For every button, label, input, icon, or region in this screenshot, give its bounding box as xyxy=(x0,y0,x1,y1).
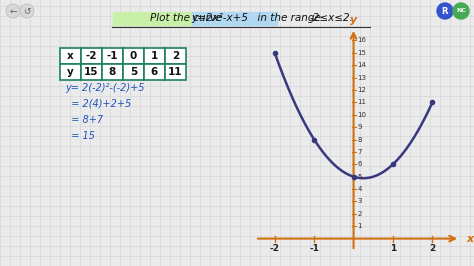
Circle shape xyxy=(437,3,453,19)
Text: in the range: in the range xyxy=(251,13,328,23)
Text: 11: 11 xyxy=(357,99,366,105)
Text: 0: 0 xyxy=(130,51,137,61)
Bar xyxy=(144,48,165,64)
Text: 6: 6 xyxy=(357,161,362,167)
Text: 9: 9 xyxy=(357,124,362,130)
Text: 13: 13 xyxy=(357,74,366,81)
Text: 5: 5 xyxy=(130,67,137,77)
Text: -2≤x≤2.: -2≤x≤2. xyxy=(310,13,354,23)
Text: -2: -2 xyxy=(86,51,97,61)
Text: 8: 8 xyxy=(109,67,116,77)
Bar xyxy=(144,64,165,80)
Bar xyxy=(60,64,81,80)
Text: y: y xyxy=(67,67,74,77)
Bar xyxy=(102,64,123,80)
Text: -2: -2 xyxy=(270,244,280,253)
Text: 2: 2 xyxy=(429,244,436,253)
Text: 11: 11 xyxy=(168,67,183,77)
Bar xyxy=(102,48,123,64)
Text: y=2x²-x+5: y=2x²-x+5 xyxy=(191,13,248,23)
Text: ↺: ↺ xyxy=(23,6,31,15)
Text: -1: -1 xyxy=(309,244,319,253)
Text: = 2(4)+2+5: = 2(4)+2+5 xyxy=(65,99,131,109)
Text: 5: 5 xyxy=(357,174,362,180)
Text: 1: 1 xyxy=(357,223,362,229)
Text: 15: 15 xyxy=(357,50,366,56)
Text: y: y xyxy=(350,15,357,25)
Text: 6: 6 xyxy=(151,67,158,77)
Text: 2: 2 xyxy=(357,211,362,217)
Text: ←: ← xyxy=(9,6,17,15)
Text: 2: 2 xyxy=(172,51,179,61)
Text: NC: NC xyxy=(456,9,466,14)
Bar xyxy=(81,64,102,80)
Text: 1: 1 xyxy=(390,244,396,253)
Text: = 15: = 15 xyxy=(65,131,95,141)
Circle shape xyxy=(453,3,469,19)
Bar xyxy=(192,12,277,25)
Text: 14: 14 xyxy=(357,62,366,68)
Text: 10: 10 xyxy=(357,112,366,118)
Text: 3: 3 xyxy=(357,198,362,205)
Text: 12: 12 xyxy=(357,87,366,93)
Text: R: R xyxy=(442,6,448,15)
Text: 1: 1 xyxy=(151,51,158,61)
Bar xyxy=(123,64,144,80)
Bar xyxy=(81,48,102,64)
Circle shape xyxy=(20,4,34,18)
Text: x: x xyxy=(466,234,473,244)
Bar xyxy=(60,48,81,64)
Text: 8: 8 xyxy=(357,136,362,143)
Text: = 8+7: = 8+7 xyxy=(65,115,103,125)
Bar xyxy=(165,48,186,64)
Text: 16: 16 xyxy=(357,38,366,43)
Text: Plot the curve: Plot the curve xyxy=(150,13,229,23)
Text: x: x xyxy=(67,51,74,61)
Bar xyxy=(165,64,186,80)
Circle shape xyxy=(6,4,20,18)
Text: -1: -1 xyxy=(107,51,118,61)
Text: 7: 7 xyxy=(357,149,362,155)
Text: 4: 4 xyxy=(357,186,362,192)
Bar xyxy=(123,48,144,64)
Text: y= 2(-2)²-(-2)+5: y= 2(-2)²-(-2)+5 xyxy=(65,83,145,93)
Text: 15: 15 xyxy=(84,67,99,77)
Bar xyxy=(113,12,191,25)
